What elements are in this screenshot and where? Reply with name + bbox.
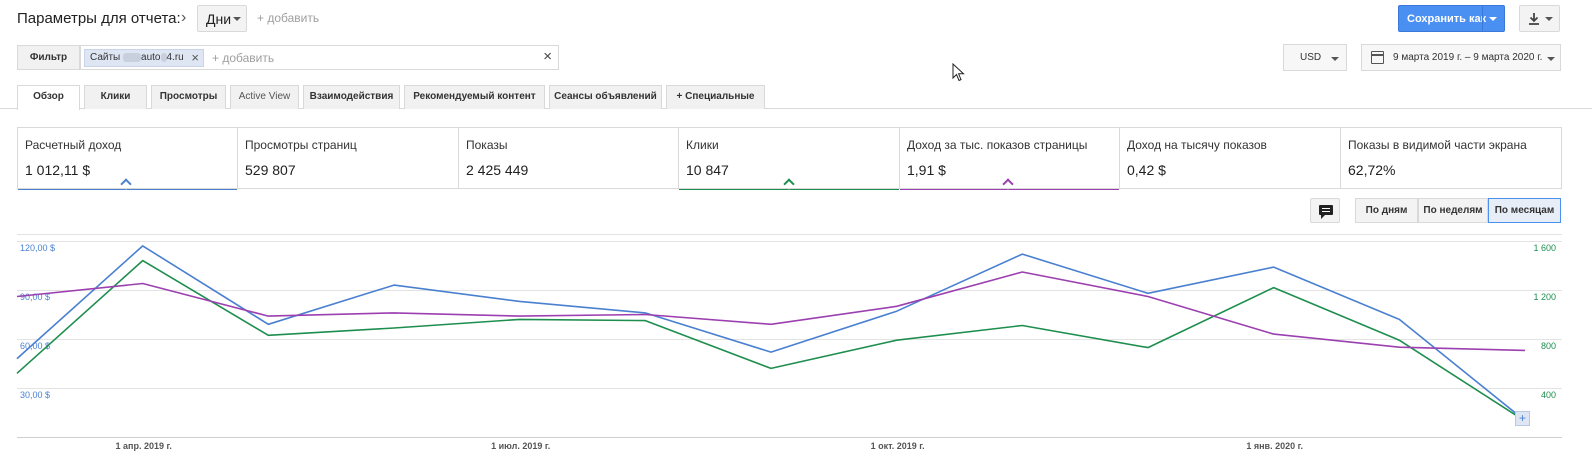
filter-add-input[interactable]: + добавить [212,51,275,65]
y-left-tick-label: 30,00 $ [20,390,50,400]
button-divider [1482,6,1483,31]
tabs-divider [0,108,1592,109]
filter-chip-suffix: 4.ru [166,52,184,63]
scorecard-label: Доход на тысячу показов [1127,138,1267,152]
tab-ad-sessions[interactable]: Сеансы объявлений [549,85,662,109]
series-line-1 [16,259,1526,422]
download-button[interactable] [1519,5,1560,32]
series-line-2 [16,271,1526,352]
y-right-tick-label: 1 600 [1533,243,1556,253]
scorecard-value: 1 012,11 $ [25,162,91,178]
granularity-week-button[interactable]: По неделям [1418,198,1488,223]
redacted-text [123,52,142,62]
scorecard-label: Показы в видимой части экрана [1348,138,1527,152]
scorecard-value: 0,42 $ [1127,162,1166,178]
tab-interactions[interactable]: Взаимодействия [303,85,400,109]
tab-views[interactable]: Просмотры [151,85,226,109]
series-line-0 [16,245,1526,422]
filter-chip-mid: auto [141,52,161,63]
filter-chip-sites[interactable]: Сайты auto 4.ru × [84,49,204,67]
scorecard-impressions[interactable]: Показы 2 425 449 [459,128,679,189]
scorecard-label: Просмотры страниц [245,138,357,152]
dimension-select[interactable]: Дни [197,5,247,32]
scorecard-value: 62,72% [1348,162,1396,178]
comment-icon [1319,205,1333,219]
date-range-value: 9 марта 2019 г. – 9 марта 2020 г. [1393,52,1543,63]
filter-bar[interactable]: Сайты auto 4.ru × + добавить × [80,45,559,70]
chevron-down-icon [1545,17,1553,21]
tab-custom[interactable]: + Специальные [666,85,765,109]
scorecard-label: Доход за тыс. показов страницы [907,138,1088,152]
dimension-select-value: Дни [206,11,232,27]
tab-clicks[interactable]: Клики [84,85,147,109]
chevron-down-icon[interactable] [1489,17,1497,21]
y-left-tick-label: 60,00 $ [20,341,50,351]
y-left-tick-label: 90,00 $ [20,292,50,302]
date-range-picker[interactable]: 9 марта 2019 г. – 9 марта 2020 г. [1361,44,1561,71]
series-color-bar [18,188,237,190]
chevron-down-icon [233,17,241,21]
scorecard-estimated-revenue[interactable]: Расчетный доход 1 012,11 $ [18,128,238,190]
clear-filter-icon[interactable]: × [543,48,552,65]
granularity-day-button[interactable]: По дням [1355,198,1418,223]
scorecards: Расчетный доход 1 012,11 $ Просмотры стр… [17,127,1562,190]
scorecard-label: Клики [686,138,719,152]
download-icon [1529,13,1539,25]
currency-select[interactable]: USD [1283,44,1347,71]
tab-overview[interactable]: Обзор [17,85,80,110]
save-as-button[interactable]: Сохранить как [1398,5,1505,32]
y-left-tick-label: 120,00 $ [20,243,55,253]
scorecard-value: 529 807 [245,162,296,178]
x-tick-label: 1 янв. 2020 г. [1246,441,1303,451]
y-right-tick-label: 400 [1541,390,1556,400]
scorecard-impression-rpm[interactable]: Доход на тысячу показов 0,42 $ [1120,128,1341,189]
scorecard-clicks[interactable]: Клики 10 847 [679,128,900,190]
chevron-right-icon: › [181,9,187,26]
scorecard-page-views[interactable]: Просмотры страниц 529 807 [238,128,459,189]
add-annotation-icon[interactable]: + [1515,411,1530,426]
scorecard-label: Показы [466,138,508,152]
scorecard-value: 10 847 [686,162,729,178]
save-as-label: Сохранить как [1407,13,1487,25]
x-tick-label: 1 июл. 2019 г. [491,441,550,451]
y-right-tick-label: 1 200 [1533,292,1556,302]
close-icon[interactable]: × [191,50,199,65]
redacted-text [160,52,167,62]
series-color-bar [900,188,1119,190]
granularity-month-button[interactable]: По месяцам [1488,198,1561,223]
calendar-icon [1371,51,1384,64]
chevron-down-icon [1547,57,1555,61]
tab-active-view[interactable]: Active View [230,85,299,109]
scorecard-page-rpm[interactable]: Доход за тыс. показов страницы 1,91 $ [900,128,1120,190]
annotations-button[interactable] [1310,198,1340,223]
y-right-tick-label: 800 [1541,341,1556,351]
currency-value: USD [1300,52,1322,63]
filter-chip-prefix: Сайты [90,52,121,63]
filter-button[interactable]: Фильтр [17,45,80,70]
x-tick-label: 1 апр. 2019 г. [116,441,172,451]
scorecard-label: Расчетный доход [25,138,122,152]
scorecard-value: 1,91 $ [907,162,946,178]
scorecards-divider [17,188,1562,189]
scorecard-value: 2 425 449 [466,162,529,178]
scorecard-active-view-viewable[interactable]: Показы в видимой части экрана 62,72% [1341,128,1561,189]
mouse-cursor-icon [952,63,965,82]
tab-recommended-content[interactable]: Рекомендуемый контент [404,85,545,109]
line-chart: 30,00 $ 60,00 $ 90,00 $ 120,00 $ 400 800 1 200… [16,234,1562,451]
report-params-title: Параметры для отчета: [17,10,181,27]
x-tick-label: 1 окт. 2019 г. [871,441,925,451]
chevron-down-icon [1331,57,1339,61]
add-dimension-link[interactable]: + добавить [257,11,320,25]
